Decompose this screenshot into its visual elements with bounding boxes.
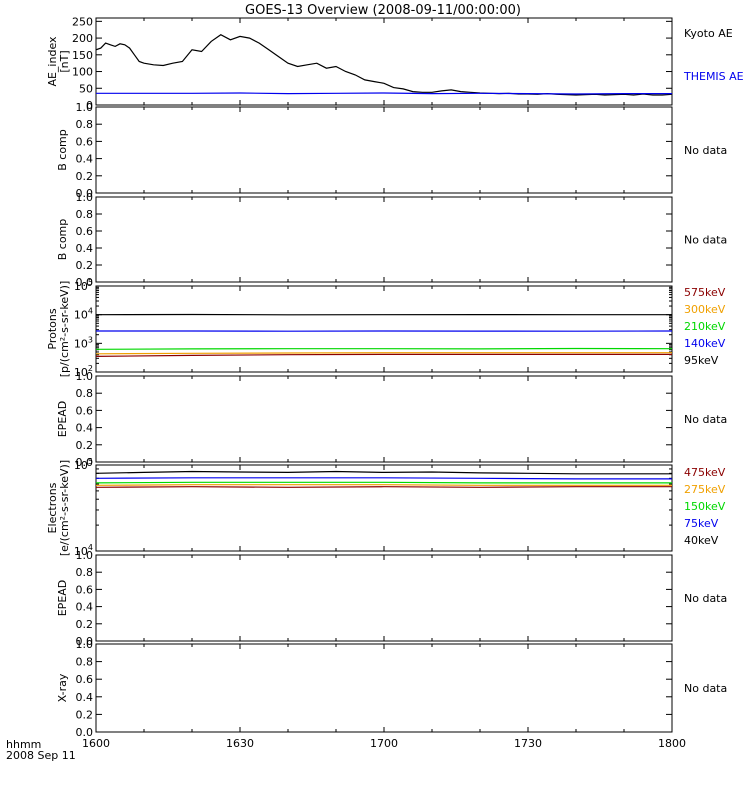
legend-entry: 575keV [684,286,726,299]
y-tick-exponent: 4 [88,307,93,316]
y-axis-label: EPEAD [56,580,69,617]
y-tick-label: 50 [79,82,93,95]
series-line-210kev [96,349,672,350]
y-tick-label: 0.2 [76,439,94,452]
y-tick-label: 0.8 [76,387,94,400]
y-tick-label: 150 [72,49,93,62]
y-tick-label: 0.2 [76,708,94,721]
legend-entry: Kyoto AE [684,27,733,40]
x-tick-label: 1700 [370,737,398,750]
x-date-label: 2008 Sep 11 [6,749,76,762]
no-data-label: No data [684,592,727,605]
legend-entry: 275keV [684,483,726,496]
no-data-label: No data [684,144,727,157]
y-tick-exponent: 5 [88,278,93,287]
series-line-themis-ae [96,93,672,94]
y-tick-label: 104 [74,307,93,322]
y-tick-label: 1.0 [76,638,94,651]
y-tick-label: 0.4 [76,242,94,255]
y-tick-label: 0.4 [76,153,94,166]
y-tick-label: 0.2 [76,259,94,272]
chart-title: GOES-13 Overview (2008-09-11/00:00:00) [245,3,521,18]
y-tick-label: 0.4 [76,422,94,435]
x-tick-label: 1630 [226,737,254,750]
y-axis-label: [e/(cm²-s-sr-keV)] [58,460,71,556]
legend-entry: 210keV [684,320,726,333]
y-tick-label: 0.6 [76,673,94,686]
legend-entry: 75keV [684,517,719,530]
y-axis-label: B comp [56,219,69,261]
series-line-75kev [96,478,672,479]
y-tick-label: 103 [74,335,93,350]
y-tick-label: 0.6 [76,225,94,238]
legend-entry: THEMIS AE [683,70,744,83]
x-tick-label: 1730 [514,737,542,750]
y-tick-label: 1.0 [76,191,94,204]
y-tick-label: 0.8 [76,656,94,669]
legend-entry: 95keV [684,354,719,367]
series-line-40kev [96,472,672,474]
series-line-575kev [96,354,672,356]
panel-frame [96,286,672,372]
y-tick-label: 1.0 [76,370,94,383]
series-line-475kev [96,487,672,488]
no-data-label: No data [684,413,727,426]
series-line-275kev [96,485,672,486]
y-axis-label: B comp [56,129,69,171]
legend-entry: 140keV [684,337,726,350]
y-tick-label: 1.0 [76,549,94,562]
y-axis-label: EPEAD [56,401,69,438]
y-axis-label: [p/(cm²-s-sr-keV)] [58,281,71,378]
y-tick-label: 0.6 [76,135,94,148]
y-tick-label: 0.8 [76,118,94,131]
y-tick-label: 1.0 [76,101,94,114]
y-tick-label: 0.4 [76,691,94,704]
y-tick-exponent: 5 [88,457,93,466]
legend-entry: 475keV [684,466,726,479]
y-tick-label: 100 [72,66,93,79]
y-tick-exponent: 3 [88,335,93,344]
legend-entry: 150keV [684,500,726,513]
y-tick-label: 0.8 [76,208,94,221]
y-tick-label: 0.6 [76,583,94,596]
panel-protons: 102103104105Protons[p/(cm²-s-sr-keV)]575… [46,278,726,379]
no-data-label: No data [684,234,727,247]
y-tick-label: 0.6 [76,404,94,417]
no-data-label: No data [684,682,727,695]
panel-frame [96,197,672,282]
y-tick-label: 200 [72,32,93,45]
x-tick-label: 1600 [82,737,110,750]
legend-entry: 40keV [684,534,719,547]
y-tick-label: 0.2 [76,618,94,631]
series-line-300kev [96,353,672,354]
panel-frame [96,555,672,641]
y-axis-label: [nT] [58,50,71,72]
y-tick-label: 105 [74,278,93,293]
series-line-kyoto-ae [96,35,672,95]
series-line-150kev [96,482,672,483]
panel-frame [96,107,672,193]
y-axis-label: X-ray [56,673,69,702]
panel-electrons: 104105Electrons[e/(cm²-s-sr-keV)]475keV2… [46,457,726,558]
panel-frame [96,644,672,732]
y-tick-label: 250 [72,15,93,28]
y-tick-label: 105 [74,457,93,472]
panel-frame [96,376,672,462]
x-tick-label: 1800 [658,737,686,750]
legend-entry: 300keV [684,303,726,316]
y-tick-label: 0.8 [76,566,94,579]
y-tick-label: 0.2 [76,170,94,183]
y-tick-label: 0.4 [76,601,94,614]
